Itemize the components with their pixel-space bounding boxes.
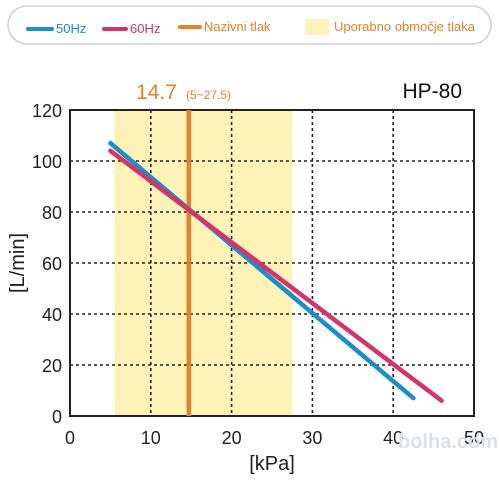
legend-item-50hz: 50Hz <box>26 21 86 36</box>
y-tick-label: 100 <box>32 152 62 172</box>
y-tick-label: 60 <box>42 254 62 274</box>
x-tick-label: 10 <box>141 428 161 448</box>
chart-title: HP-80 <box>402 80 462 103</box>
x-tick-label: 30 <box>302 428 322 448</box>
x-tick-label: 20 <box>222 428 242 448</box>
series-line-50hz <box>108 140 416 401</box>
y-axis-label: [L/min] <box>7 233 29 293</box>
watermark: bolha.com <box>398 431 498 453</box>
rated-pressure-annotation: 14.7 (5~27.5) <box>136 81 231 104</box>
rated-pressure-range: (5~27.5) <box>186 88 231 102</box>
x-tick-label: 50 <box>464 428 484 448</box>
rated-pressure-value: 14.7 <box>136 81 177 104</box>
legend-frame <box>7 5 492 45</box>
y-tick-label: 80 <box>42 203 62 223</box>
x-tick-label: 0 <box>65 428 75 448</box>
legend-item-rated-pressure: Nazivni tlak <box>178 19 271 34</box>
y-tick-labels: 0 20 40 60 80 100 120 <box>32 101 62 427</box>
y-tick-label: 20 <box>42 356 62 376</box>
x-tick-labels: 0 10 20 30 40 50 <box>65 428 484 448</box>
x-tick-label: 40 <box>383 428 403 448</box>
y-tick-label: 120 <box>32 101 62 121</box>
legend-item-usable-range: Uporabno območje tlaka <box>305 19 476 35</box>
legend: 50Hz 60Hz Nazivni tlak Uporabno območje … <box>7 5 492 45</box>
legend-swatch-usable-range <box>305 19 329 35</box>
y-tick-label: 0 <box>52 407 62 427</box>
plot-frame <box>69 109 475 417</box>
grid <box>70 110 474 416</box>
legend-label-usable-range: Uporabno območje tlaka <box>334 19 476 34</box>
y-tick-label: 40 <box>42 305 62 325</box>
x-axis-label: [kPa] <box>249 453 295 475</box>
legend-label-60hz: 60Hz <box>130 21 160 36</box>
legend-label-rated-pressure: Nazivni tlak <box>204 19 271 34</box>
series-group <box>108 140 444 403</box>
legend-label-50hz: 50Hz <box>56 21 86 36</box>
series-line-60hz <box>108 148 444 403</box>
legend-item-60hz: 60Hz <box>102 21 160 36</box>
